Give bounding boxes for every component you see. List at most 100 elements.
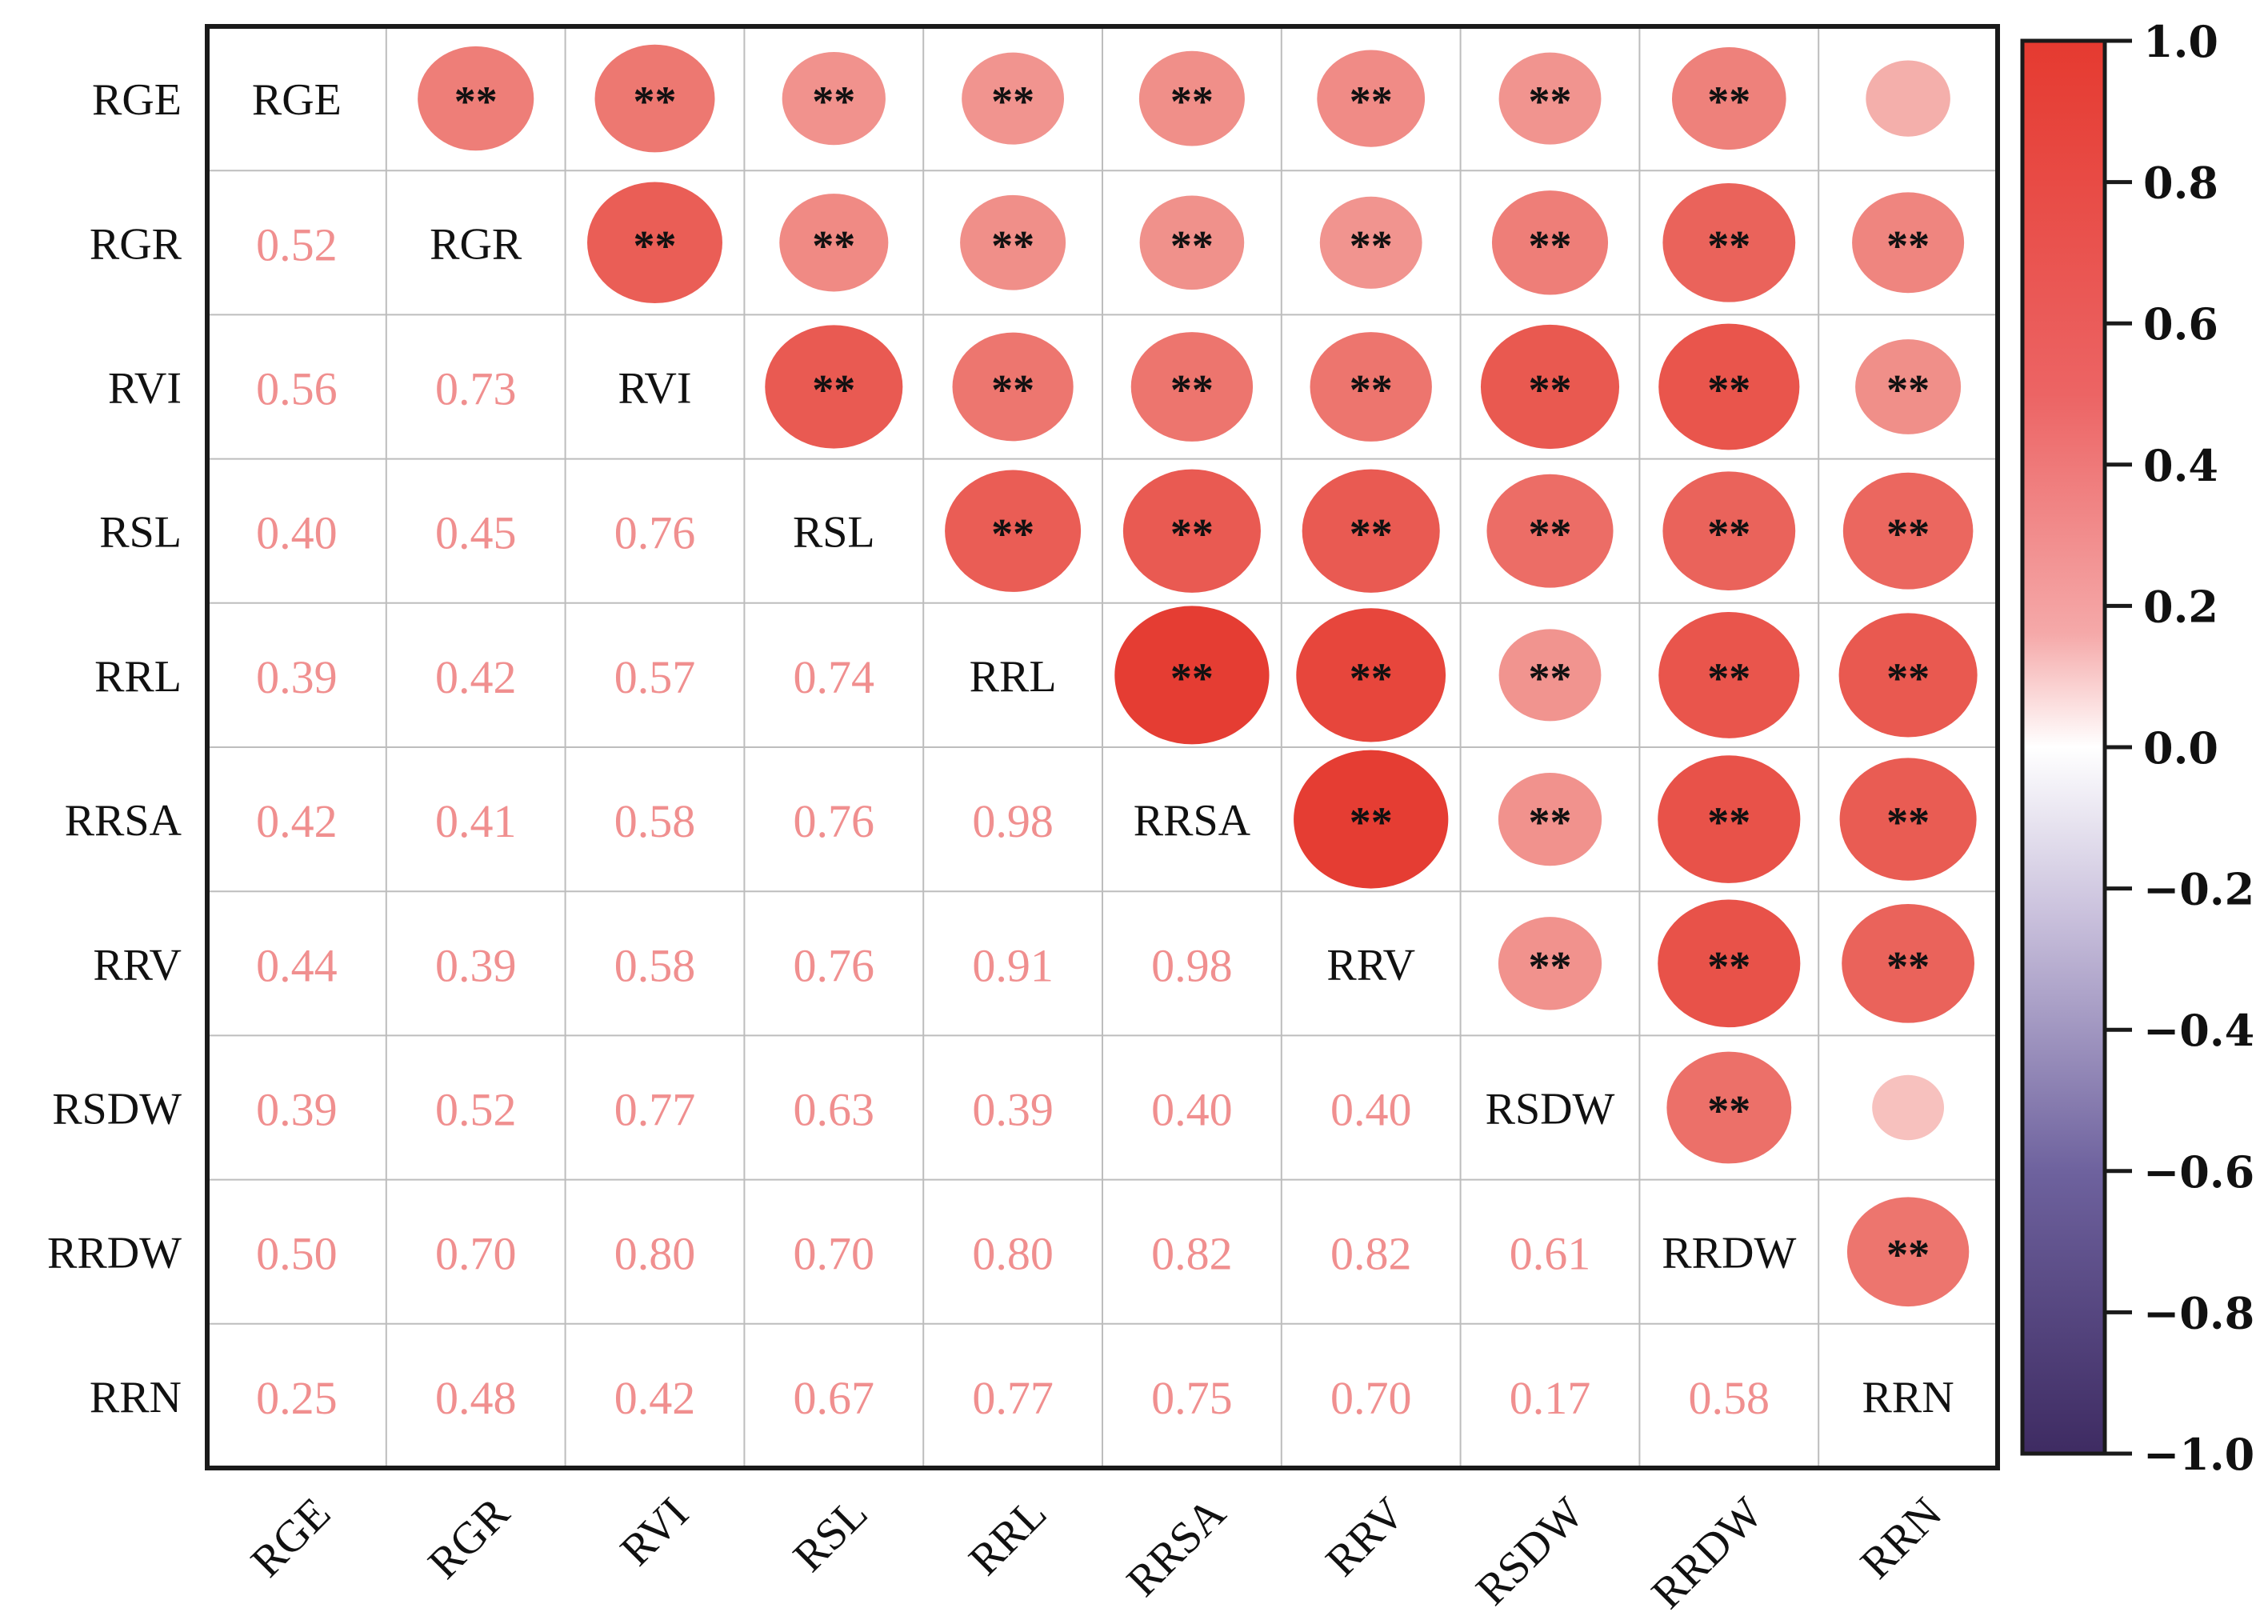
correlation-circle — [1666, 1051, 1792, 1164]
significance-marker: ** — [1170, 654, 1214, 702]
y-tick-label: RGR — [90, 219, 182, 269]
x-tick-label: RRSA — [1118, 1488, 1236, 1606]
y-tick-label: RVI — [108, 364, 182, 414]
x-tick-label: RRV — [1317, 1488, 1414, 1586]
y-tick-label: RRSA — [65, 796, 182, 846]
significance-marker: ** — [1350, 798, 1393, 846]
diagonal-label: RGR — [430, 219, 522, 269]
correlation-circle — [1671, 47, 1786, 150]
cells: RGE ** ** ** ** ** ** ** ** 0.52 RGR ** ** ** ** ** ** **… — [252, 44, 1978, 1424]
value-label: 0.58 — [614, 939, 696, 991]
value-label: 0.74 — [794, 651, 875, 703]
correlation-circle — [782, 51, 886, 146]
y-tick-label: RRV — [93, 940, 182, 990]
value-label: 0.42 — [614, 1372, 696, 1424]
correlation-circle — [1480, 324, 1620, 450]
significance-marker: ** — [1707, 510, 1750, 558]
value-label: 0.40 — [1151, 1084, 1233, 1136]
correlation-circle — [962, 52, 1065, 145]
value-label: 0.77 — [614, 1084, 696, 1136]
significance-marker: ** — [1707, 78, 1750, 126]
colorbar-tick-label: 0.2 — [2143, 581, 2218, 632]
significance-marker: ** — [1529, 78, 1572, 126]
value-label: 0.98 — [1151, 939, 1233, 991]
value-label: 0.75 — [1151, 1372, 1233, 1424]
colorbar-tick-label: 0.4 — [2143, 440, 2218, 491]
correlation-circle — [1839, 758, 1977, 881]
significance-marker: ** — [812, 78, 855, 126]
y-axis-labels: RGE RGR RVI RSL RRL RRSA RRV RSDW RRDW RRN — [47, 75, 182, 1422]
value-label: 0.42 — [256, 795, 338, 847]
significance-marker: ** — [812, 366, 855, 414]
colorbar-tick-label: 0.8 — [2143, 158, 2218, 209]
correlation-circle — [1319, 196, 1422, 289]
y-tick-label: RRN — [90, 1373, 182, 1422]
value-label: 0.50 — [256, 1228, 338, 1280]
significance-marker: ** — [991, 78, 1034, 126]
value-label: 0.76 — [794, 795, 875, 847]
correlation-circle — [1658, 611, 1800, 738]
x-axis-labels: RGE RGR RVI RSL RRL RRSA RRV RSDW RRDW RRN — [242, 1488, 1951, 1618]
correlation-circle — [1486, 474, 1614, 588]
value-label: 0.70 — [794, 1228, 875, 1280]
value-label: 0.73 — [435, 363, 517, 415]
value-label: 0.48 — [435, 1372, 517, 1424]
value-label: 0.63 — [794, 1084, 875, 1136]
value-label: 0.76 — [794, 939, 875, 991]
correlation-circle — [1658, 899, 1801, 1028]
correlation-circle — [1842, 472, 1974, 590]
value-label: 0.17 — [1510, 1372, 1591, 1424]
correlation-circle — [1310, 332, 1432, 442]
correlation-circle — [1498, 52, 1602, 145]
value-label: 0.52 — [435, 1084, 517, 1136]
value-label: 0.45 — [435, 507, 517, 559]
significance-marker: ** — [1886, 654, 1930, 702]
diagonal-label: RRV — [1326, 940, 1415, 990]
correlation-circle — [1296, 608, 1446, 742]
significance-marker: ** — [1707, 798, 1750, 846]
value-label: 0.52 — [256, 218, 338, 270]
colorbar-tick-label: −1.0 — [2143, 1429, 2254, 1480]
value-label: 0.25 — [256, 1372, 338, 1424]
value-label: 0.58 — [1689, 1372, 1770, 1424]
colorbar-gradient — [2020, 38, 2107, 1456]
correlation-circle — [1855, 339, 1962, 434]
y-tick-label: RSDW — [52, 1085, 182, 1134]
correlation-circle — [1317, 50, 1426, 147]
significance-marker: ** — [634, 78, 677, 126]
significance-marker: ** — [1350, 222, 1393, 270]
diagonal-label: RRDW — [1662, 1229, 1796, 1278]
x-tick-label: RSL — [784, 1488, 877, 1581]
correlation-circle — [1658, 323, 1800, 450]
grid-lines — [207, 26, 1998, 1468]
value-label: 0.98 — [972, 795, 1054, 847]
value-label: 0.40 — [256, 507, 338, 559]
x-tick-label: RRL — [959, 1488, 1056, 1585]
value-label: 0.70 — [1330, 1372, 1412, 1424]
significance-marker: ** — [1529, 942, 1572, 990]
significance-marker: ** — [1886, 942, 1930, 990]
colorbar-tick-label: −0.4 — [2143, 1005, 2254, 1056]
significance-marker: ** — [1707, 942, 1750, 990]
correlation-circle — [1139, 195, 1245, 290]
value-label: 0.40 — [1330, 1084, 1412, 1136]
value-label: 0.41 — [435, 795, 517, 847]
diagonal-label: RRSA — [1134, 796, 1251, 846]
correlation-circle — [1498, 772, 1602, 866]
correlation-circle — [779, 194, 889, 292]
significance-marker: ** — [1886, 510, 1930, 558]
colorbar-ticks: 1.0 0.8 0.6 0.4 0.2 0.0 −0.2 −0.4 −0.6 −0.8 −1.0 — [2105, 16, 2254, 1480]
value-label: 0.91 — [972, 939, 1054, 991]
value-label: 0.58 — [614, 795, 696, 847]
x-tick-label: RRN — [1851, 1488, 1951, 1588]
x-tick-label: RGE — [242, 1488, 340, 1586]
significance-marker: ** — [1529, 654, 1572, 702]
significance-marker: ** — [991, 222, 1034, 270]
significance-marker: ** — [1350, 78, 1393, 126]
significance-marker: ** — [1170, 510, 1214, 558]
x-tick-label: RRDW — [1642, 1488, 1773, 1618]
correlation-circle — [1294, 750, 1449, 889]
colorbar-tick-label: 0.6 — [2143, 298, 2218, 350]
value-label: 0.44 — [256, 939, 338, 991]
